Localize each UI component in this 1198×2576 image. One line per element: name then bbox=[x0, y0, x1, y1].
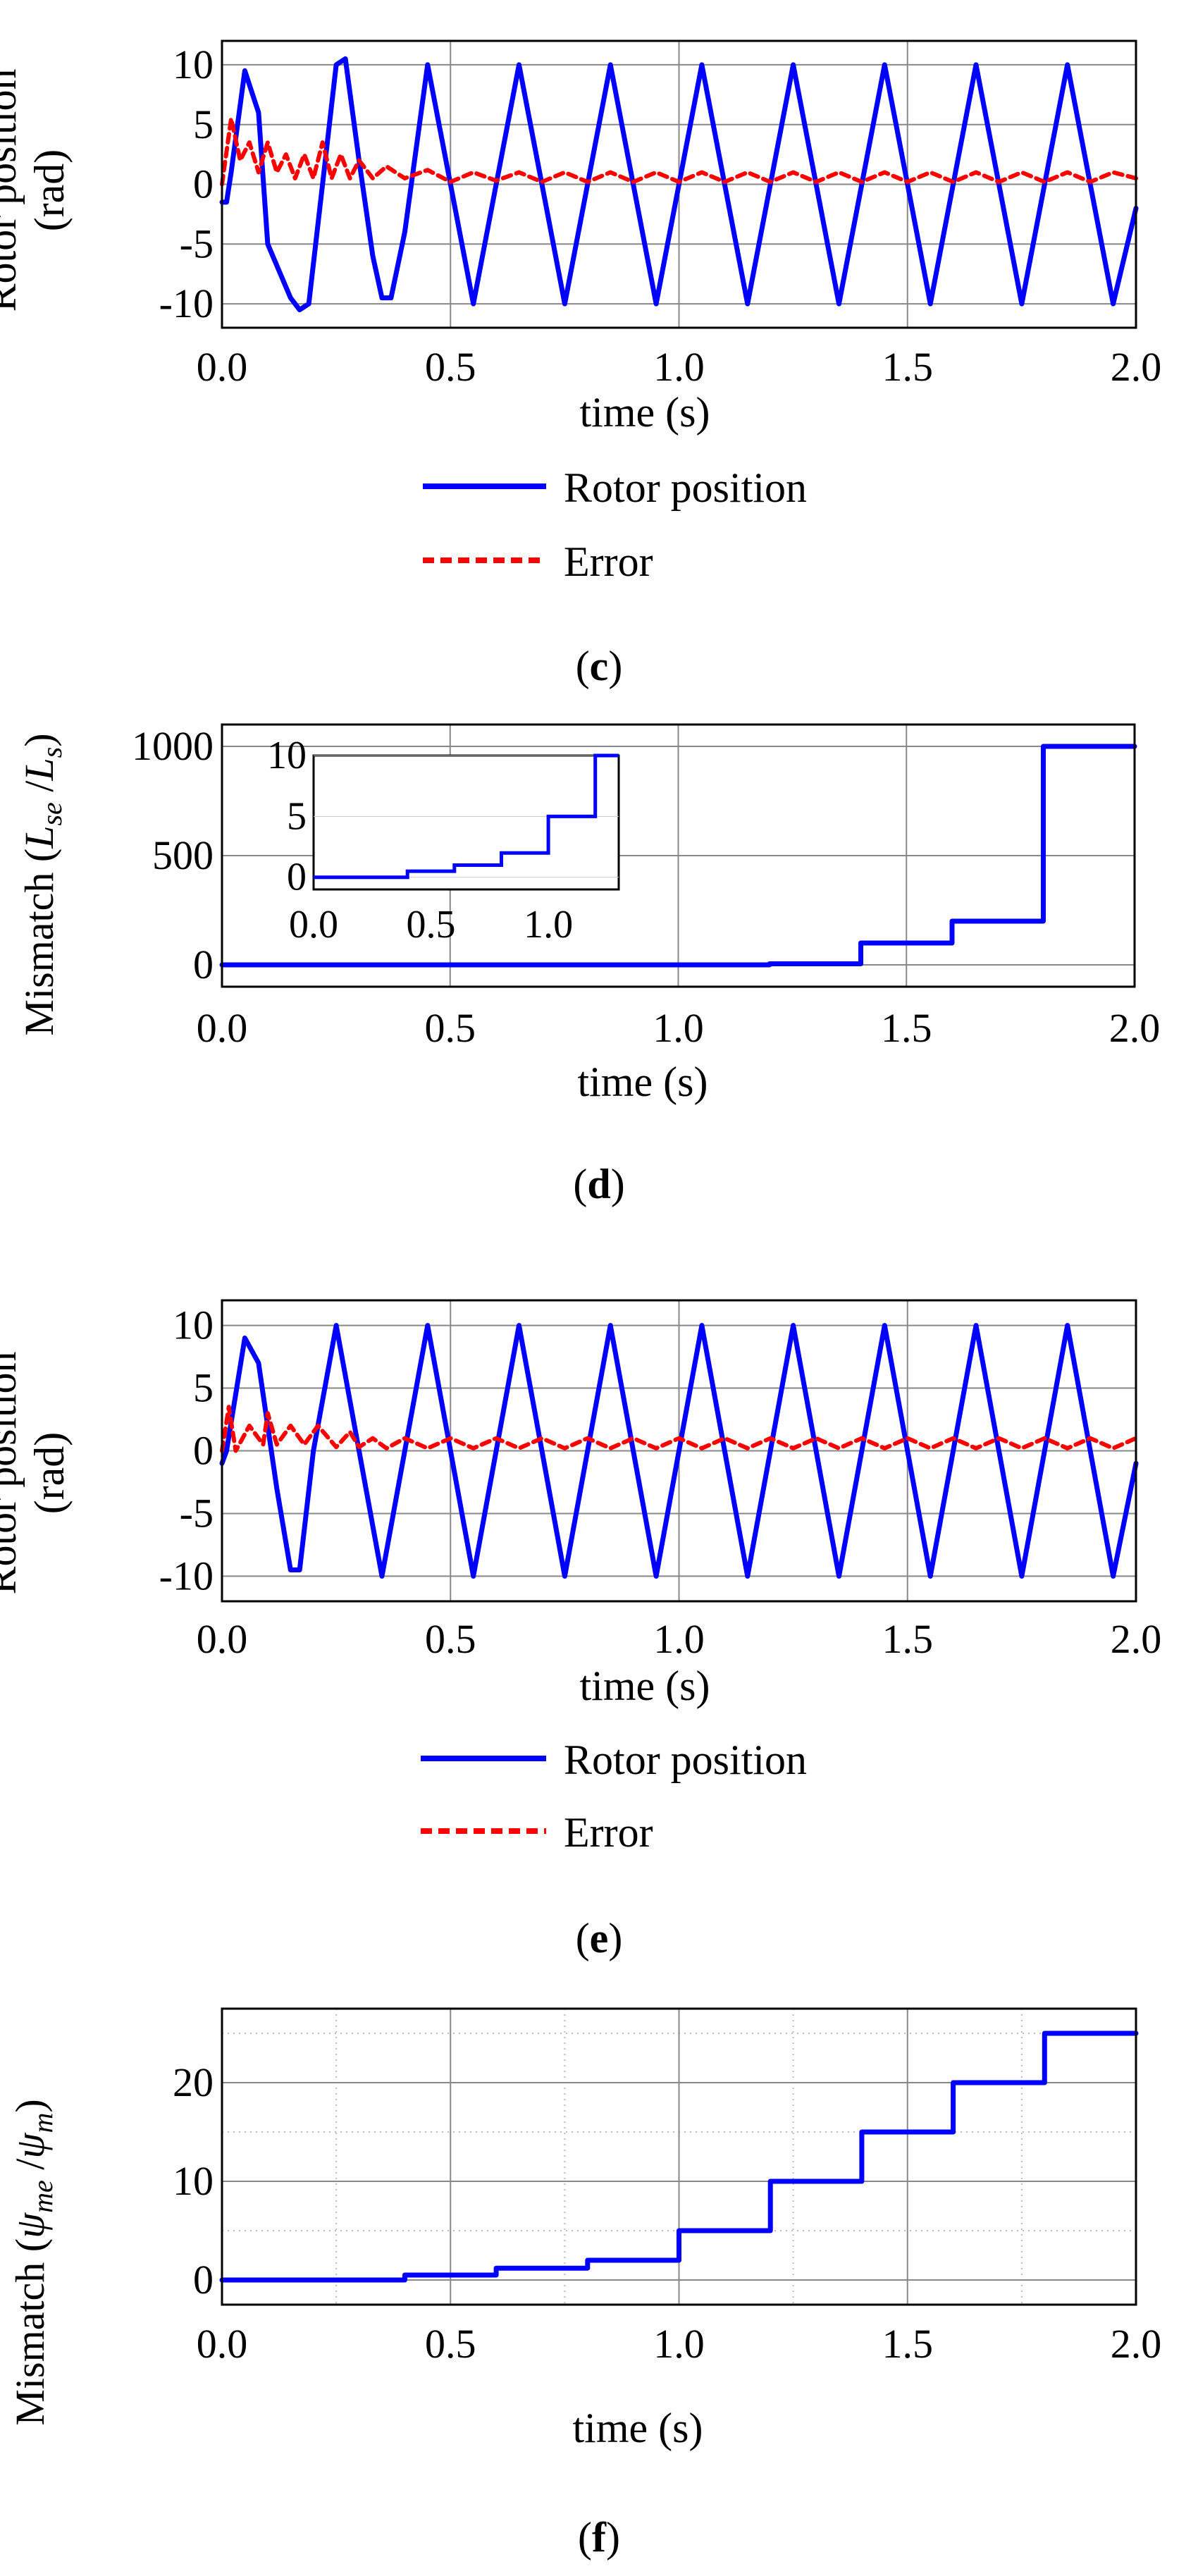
plot-e-xtick-label: 1.0 bbox=[653, 1616, 705, 1662]
panel-d-caption: (d) bbox=[573, 1161, 624, 1207]
inset-xtick-label: 0.0 bbox=[289, 903, 338, 947]
inset-ytick-label: 0 bbox=[287, 856, 307, 899]
inset-xtick-label: 0.5 bbox=[407, 903, 456, 947]
plot-f-ytick-label: 20 bbox=[173, 2059, 214, 2105]
plot-e-ytick-label: 10 bbox=[173, 1302, 214, 1348]
plot-f-series-mismatch bbox=[219, 2030, 1139, 2283]
plot-c-xtick-label: 1.0 bbox=[653, 344, 705, 390]
plot-f-area: 0.0 0.5 1.0 1.5 2.0 20 10 0 bbox=[173, 2007, 1162, 2367]
legend-rotor-position-label: Rotor position bbox=[564, 464, 807, 511]
legend-rotor-position-label: Rotor position bbox=[564, 1737, 807, 1783]
panel-c: 0.0 0.5 1.0 1.5 2.0 10 5 0 -5 -10 Rotor position … bbox=[0, 39, 1162, 689]
legend-error-label: Error bbox=[564, 1809, 653, 1856]
panel-c-ylabel-1: Rotor position bbox=[0, 68, 25, 312]
plot-d-ytick-label: 0 bbox=[193, 942, 214, 987]
plot-c-area: 0.0 0.5 1.0 1.5 2.0 10 5 0 -5 -10 bbox=[159, 39, 1162, 390]
panel-f-xlabel: time (s) bbox=[573, 2405, 703, 2451]
panel-e-caption: (e) bbox=[576, 1915, 623, 1961]
panel-e-legend: Rotor position Error bbox=[421, 1737, 807, 1856]
panel-e-ylabel-1: Rotor position bbox=[0, 1351, 25, 1594]
panel-c-ylabel-2: (rad) bbox=[26, 149, 73, 232]
plot-c-xtick-label: 1.5 bbox=[882, 344, 934, 390]
plot-d-xtick-label: 1.0 bbox=[653, 1005, 704, 1051]
inset-series-mismatch bbox=[314, 753, 619, 880]
plot-e-ytick-label: 5 bbox=[193, 1365, 214, 1411]
plot-d-xtick-label: 2.0 bbox=[1109, 1005, 1161, 1051]
inset-frame bbox=[312, 754, 620, 891]
plot-d-xtick-label: 0.5 bbox=[425, 1005, 476, 1051]
plot-d-series-mismatch bbox=[219, 744, 1137, 968]
plot-c-frame bbox=[221, 39, 1137, 329]
plot-c-xtick-label: 0.0 bbox=[197, 344, 248, 390]
plot-f-xtick-label: 0.0 bbox=[197, 2321, 248, 2367]
plot-f-ytick-label: 0 bbox=[193, 2257, 214, 2303]
plot-c-ytick-label: 5 bbox=[193, 101, 214, 147]
plot-d-inset: 0.0 0.5 1.0 10 5 0 bbox=[267, 734, 620, 947]
plot-e-xtick-label: 1.5 bbox=[882, 1616, 934, 1662]
plot-d-ytick-label: 500 bbox=[152, 832, 214, 878]
plot-e-ytick-label: 0 bbox=[193, 1428, 214, 1474]
inset-ytick-label: 5 bbox=[287, 794, 307, 838]
plot-f-xtick-label: 1.5 bbox=[882, 2321, 934, 2367]
panel-d-xlabel: time (s) bbox=[578, 1059, 708, 1105]
plot-c-ytick-label: 10 bbox=[173, 42, 214, 87]
plot-d-xtick-label: 0.0 bbox=[197, 1005, 248, 1051]
legend-error-label: Error bbox=[564, 538, 653, 585]
inset-xtick-label: 1.0 bbox=[524, 903, 573, 947]
plot-f-ytick-label: 10 bbox=[173, 2158, 214, 2204]
plot-d-xtick-label: 1.5 bbox=[881, 1005, 932, 1051]
plot-e-xtick-label: 0.5 bbox=[425, 1616, 476, 1662]
plot-f-frame bbox=[221, 2007, 1137, 2306]
inset-ytick-label: 10 bbox=[267, 734, 307, 777]
plot-c-ytick-label: -10 bbox=[159, 281, 214, 326]
panel-c-legend: Rotor position Error bbox=[423, 464, 807, 585]
plot-f-xtick-label: 1.0 bbox=[653, 2321, 705, 2367]
plot-e-ytick-label: -5 bbox=[180, 1491, 214, 1536]
plot-d-ytick-label: 1000 bbox=[132, 723, 214, 769]
panel-e: 0.0 0.5 1.0 1.5 2.0 10 5 0 -5 -10 Rotor position … bbox=[0, 1299, 1162, 1961]
plot-f-xtick-label: 2.0 bbox=[1111, 2321, 1162, 2367]
panel-c-xlabel: time (s) bbox=[580, 389, 710, 436]
plot-c-ytick-label: 0 bbox=[193, 161, 214, 207]
plot-c-series-rotor-position bbox=[219, 56, 1139, 313]
panel-f-caption: (f) bbox=[578, 2514, 620, 2560]
plot-e-area: 0.0 0.5 1.0 1.5 2.0 10 5 0 -5 -10 bbox=[159, 1299, 1162, 1662]
plot-c-ytick-label: -5 bbox=[180, 221, 214, 266]
plot-c-series-error bbox=[220, 116, 1138, 187]
plot-e-xtick-label: 0.0 bbox=[197, 1616, 248, 1662]
panel-e-ylabel-2: (rad) bbox=[26, 1432, 73, 1515]
plot-c-xtick-label: 2.0 bbox=[1111, 344, 1162, 390]
plot-d-area: 0.0 0.5 1.0 1.5 2.0 1000 500 0 bbox=[132, 723, 1160, 1051]
panel-d: 0.0 0.5 1.0 1.5 2.0 1000 500 0 0.0 0.5 1.0 10 5 0 Mi… bbox=[16, 723, 1160, 1207]
plot-c-xtick-label: 0.5 bbox=[425, 344, 476, 390]
panel-c-caption: (c) bbox=[576, 643, 623, 689]
panel-e-xlabel: time (s) bbox=[580, 1663, 710, 1709]
plot-f-xtick-label: 0.5 bbox=[425, 2321, 476, 2367]
plot-e-ytick-label: -10 bbox=[159, 1553, 214, 1599]
plot-e-series-error bbox=[220, 1405, 1138, 1453]
plot-d-frame bbox=[221, 723, 1136, 988]
plot-e-frame bbox=[221, 1299, 1137, 1603]
plot-e-xtick-label: 2.0 bbox=[1111, 1616, 1162, 1662]
panel-f-ylabel: Mismatch (ψme /ψm) bbox=[7, 2099, 58, 2425]
panel-d-ylabel: Mismatch (Lse /Ls) bbox=[16, 733, 68, 1035]
